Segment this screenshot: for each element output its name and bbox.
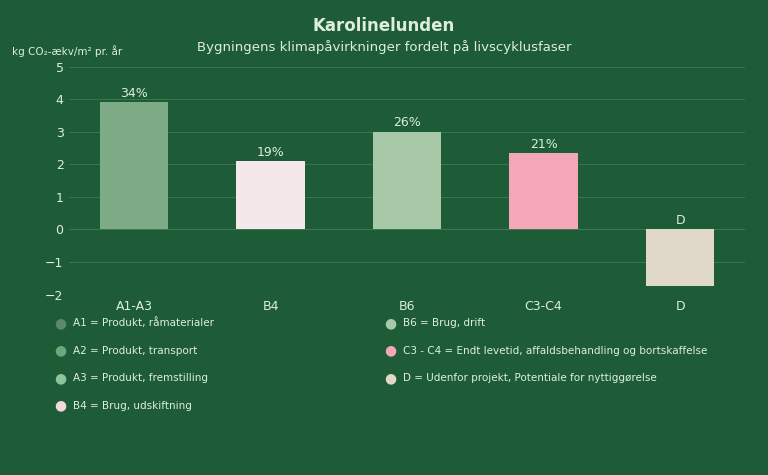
Text: B4 = Brug, udskiftning: B4 = Brug, udskiftning	[73, 400, 192, 411]
Text: ●: ●	[384, 343, 396, 358]
Bar	[100, 102, 168, 229]
Text: ●: ●	[54, 371, 66, 385]
Text: ●: ●	[54, 316, 66, 330]
Text: ●: ●	[54, 399, 66, 413]
Text: Bygningens klimapåvirkninger fordelt på livscyklusfaser: Bygningens klimapåvirkninger fordelt på …	[197, 40, 571, 54]
Text: 26%: 26%	[393, 116, 421, 129]
Bar	[646, 229, 714, 286]
Text: A3 = Produkt, fremstilling: A3 = Produkt, fremstilling	[73, 373, 208, 383]
Bar	[237, 161, 305, 229]
Text: A2 = Produkt, transport: A2 = Produkt, transport	[73, 345, 197, 356]
Text: 19%: 19%	[257, 146, 284, 159]
Text: D = Udenfor projekt, Potentiale for nyttiggørelse: D = Udenfor projekt, Potentiale for nytt…	[403, 373, 657, 383]
Text: Karolinelunden: Karolinelunden	[313, 17, 455, 35]
Text: A1 = Produkt, råmaterialer: A1 = Produkt, råmaterialer	[73, 318, 214, 328]
Text: B6 = Brug, drift: B6 = Brug, drift	[403, 318, 485, 328]
Text: C3 - C4 = Endt levetid, affaldsbehandling og bortskaffelse: C3 - C4 = Endt levetid, affaldsbehandlin…	[403, 345, 707, 356]
Text: ●: ●	[54, 343, 66, 358]
Text: 34%: 34%	[120, 87, 148, 100]
Text: ●: ●	[384, 316, 396, 330]
Text: 21%: 21%	[530, 138, 558, 151]
Text: ●: ●	[384, 371, 396, 385]
Bar	[373, 132, 441, 229]
Bar	[509, 153, 578, 229]
Text: D: D	[675, 214, 685, 227]
Text: kg CO₂-ækv/m² pr. år: kg CO₂-ækv/m² pr. år	[12, 46, 122, 57]
